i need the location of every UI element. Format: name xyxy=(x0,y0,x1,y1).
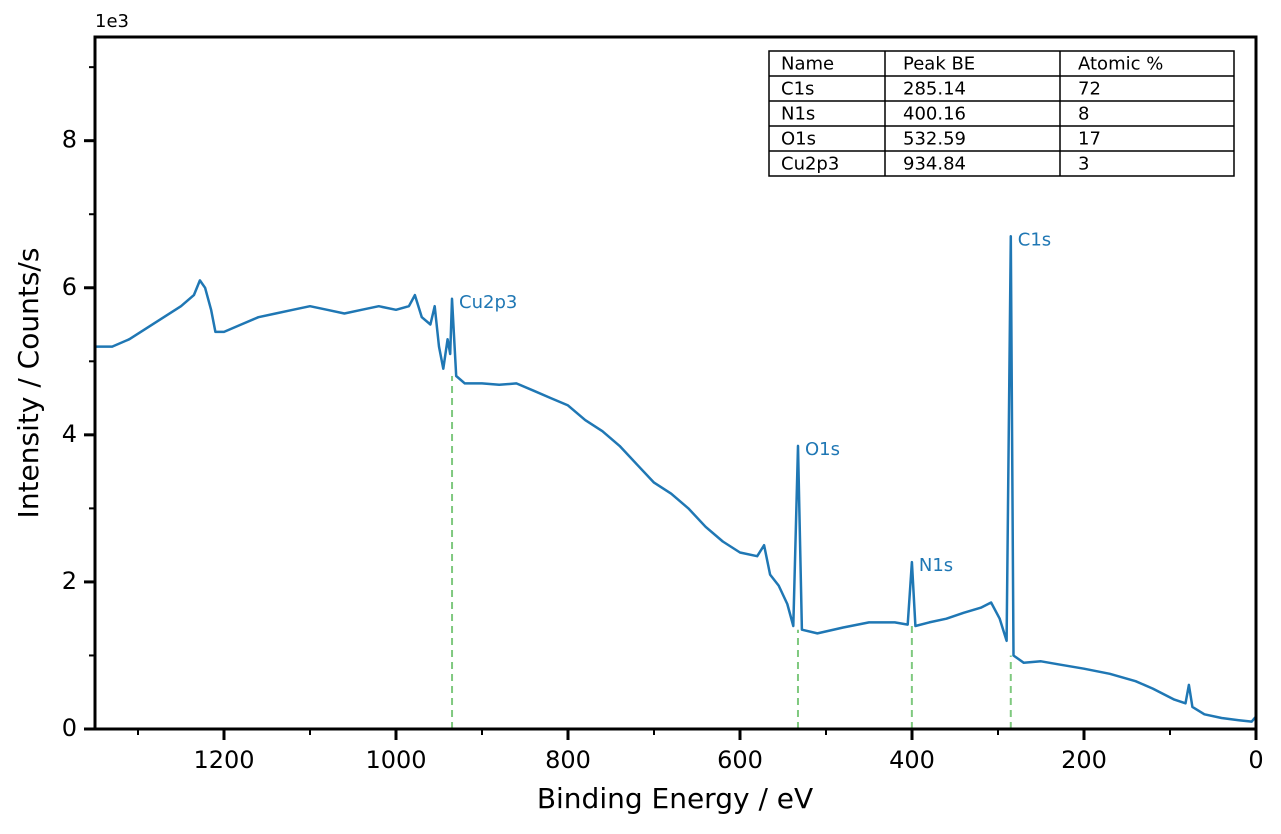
y-tick-label: 8 xyxy=(62,126,77,154)
y-tick-label: 6 xyxy=(62,273,77,301)
plot-frame xyxy=(93,35,1258,731)
table-cell: 285.14 xyxy=(903,79,966,100)
table-cell: 72 xyxy=(1078,79,1101,100)
peak-annotation: O1s xyxy=(805,439,840,460)
table-cell: 532.59 xyxy=(903,129,966,150)
peak-annotation: C1s xyxy=(1018,229,1051,250)
x-tick-label: 200 xyxy=(1061,746,1107,774)
x-tick-label: 800 xyxy=(545,746,591,774)
table-cell: 8 xyxy=(1078,104,1089,125)
table-cell: N1s xyxy=(781,104,815,125)
table-cell: 3 xyxy=(1078,154,1089,175)
spectrum-line xyxy=(95,235,1257,723)
table-header: Peak BE xyxy=(903,54,975,75)
table-header: Name xyxy=(781,54,834,75)
table-cell: Cu2p3 xyxy=(781,154,839,175)
x-tick-label: 0 xyxy=(1248,746,1263,774)
table-cell: C1s xyxy=(781,79,814,100)
peak-annotation: N1s xyxy=(919,555,953,576)
x-tick-label: 600 xyxy=(717,746,763,774)
y-tick-label: 0 xyxy=(62,714,77,742)
table-cell: O1s xyxy=(781,129,816,150)
x-tick-label: 1000 xyxy=(365,746,426,774)
x-tick-label: 400 xyxy=(889,746,935,774)
table-border xyxy=(768,50,1235,177)
x-axis-label: Binding Energy / eV xyxy=(537,782,813,815)
y-tick-label: 2 xyxy=(62,567,77,595)
x-tick-label: 1200 xyxy=(193,746,254,774)
y-axis-label: Intensity / Counts/s xyxy=(12,248,45,519)
offset-label: 1e3 xyxy=(95,11,129,32)
peak-annotation: Cu2p3 xyxy=(459,292,517,313)
table-header: Atomic % xyxy=(1078,54,1163,75)
table-cell: 400.16 xyxy=(903,104,966,125)
table-cell: 934.84 xyxy=(903,154,966,175)
table-cell: 17 xyxy=(1078,129,1101,150)
y-tick-label: 4 xyxy=(62,420,77,448)
